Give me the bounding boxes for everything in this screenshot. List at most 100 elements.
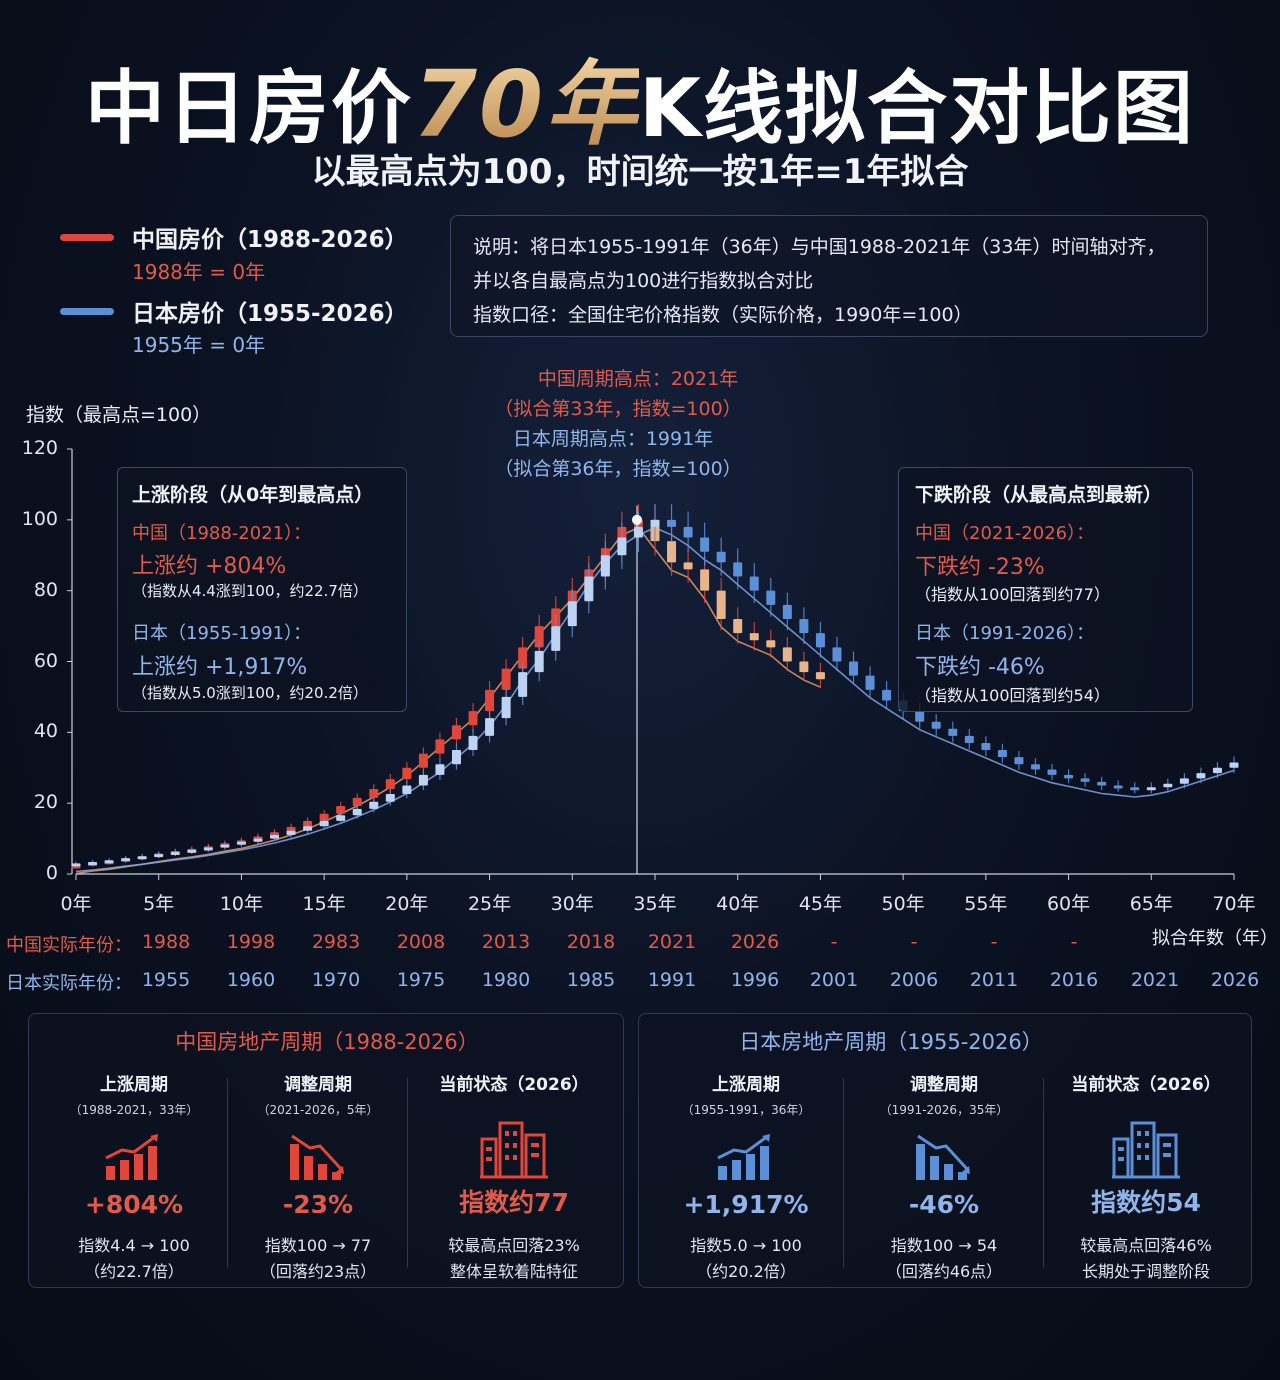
china-candle	[534, 626, 544, 648]
china-candle	[319, 813, 329, 821]
jp-year-label: 2001	[809, 969, 859, 991]
japan-rise-column: 上涨周期 （1955-1991，36年） +1,917% 指数5.0 → 100…	[649, 1070, 843, 1285]
rise-panel-title: 上涨阶段（从0年到最高点）	[132, 484, 374, 506]
china-cycle-card: 中国房地产周期（1988-2026） 上涨周期 （1988-2021，33年） …	[28, 1013, 624, 1288]
japan-candle	[981, 742, 991, 751]
falling-chart-icon	[229, 1130, 407, 1182]
jp-year-label: 1980	[481, 969, 531, 991]
japan-candle	[617, 537, 627, 556]
fall-cn-big: 下跌约 -23%	[915, 555, 1045, 580]
japan-candle	[683, 526, 693, 538]
china-candle	[782, 647, 792, 662]
japan-candle	[650, 519, 660, 527]
fall-jp-head: 日本（1991-2026）：	[915, 623, 1095, 644]
legend-japan-swatch	[60, 308, 114, 315]
note-line-2: 并以各自最高点为100进行指数拟合对比	[473, 270, 814, 292]
china-status-head: 当前状态（2026）	[439, 1075, 589, 1095]
china-candle	[418, 753, 428, 768]
china-candle	[799, 661, 809, 673]
china-adjust-big: -23%	[282, 1190, 354, 1219]
japan-candle	[667, 519, 677, 527]
japan-candle	[187, 849, 197, 853]
china-divider-2	[407, 1078, 408, 1268]
japan-candle	[1080, 778, 1090, 782]
japan-candle	[865, 675, 875, 690]
japan-candle	[501, 696, 511, 719]
china-candle	[667, 541, 677, 563]
jp-year-label: 2021	[1130, 969, 1180, 991]
x-tick-label: 30年	[550, 893, 594, 915]
japan-candle	[336, 815, 346, 821]
jp-year-label: 1996	[730, 969, 780, 991]
page-subtitle: 以最高点为100，时间统一按1年=1年拟合	[311, 152, 969, 192]
japan-candle	[303, 826, 313, 831]
x-tick-label: 35年	[633, 893, 677, 915]
china-candle	[402, 767, 412, 780]
japan-adjust-line-1: 指数100 → 54	[890, 1236, 998, 1255]
peak-china-line-1: 中国周期高点：2021年	[537, 368, 739, 390]
japan-candle	[1229, 762, 1239, 768]
jp-year-label: 1970	[311, 969, 361, 991]
x-tick-label: 40年	[716, 893, 760, 915]
china-candle	[716, 590, 726, 619]
x-tick-label: 60年	[1046, 893, 1091, 915]
japan-adjust-big: -46%	[908, 1190, 980, 1219]
china-status-big: 指数约77	[459, 1188, 569, 1217]
cn-year-label: 2021	[647, 931, 697, 953]
japan-candle	[815, 633, 825, 648]
china-adjust-head: 调整周期	[284, 1075, 352, 1095]
japan-candle	[1146, 787, 1156, 791]
japan-candle	[1113, 785, 1123, 789]
cn-year-label: 1998	[226, 931, 276, 953]
x-tick-label: 25年	[467, 893, 512, 915]
rise-jp-big: 上涨约 +1,917%	[132, 655, 308, 680]
cn-year-label: -	[1070, 931, 1078, 953]
rise-cn-big: 上涨约 +804%	[132, 554, 287, 579]
japan-cycle-card: 日本房地产周期（1955-2026） 上涨周期 （1955-1991，36年） …	[638, 1013, 1252, 1288]
peak-dot	[632, 514, 642, 525]
japan-candle	[766, 590, 776, 605]
japan-candle	[997, 750, 1007, 758]
fall-jp-detail: （指数从100回落到约54）	[915, 686, 1110, 705]
x-tick-label: 50年	[881, 893, 925, 915]
japan-candle	[1179, 778, 1189, 784]
china-status-line-2: 整体呈软着陆特征	[449, 1262, 578, 1281]
jp-year-label: 1991	[647, 969, 697, 991]
china-candle	[683, 562, 693, 570]
japan-candle	[799, 619, 809, 634]
china-candle	[733, 619, 743, 634]
japan-candle	[551, 626, 561, 651]
japan-divider-1	[843, 1078, 844, 1268]
japan-card-title: 日本房地产周期（1955-2026）	[739, 1030, 1043, 1054]
legend: 中国房价（1988-2026） 1988年 = 0年 日本房价（1955-202…	[60, 220, 420, 360]
china-rise-big: +804%	[84, 1190, 184, 1219]
japan-candle	[71, 863, 81, 867]
japan-candle	[882, 689, 892, 701]
japan-candle	[286, 830, 296, 836]
title-highlight: 70年	[412, 51, 640, 158]
japan-candle	[849, 661, 859, 676]
china-candle	[468, 711, 478, 726]
japan-candle	[832, 647, 842, 662]
fall-panel-title: 下跌阶段（从最高点到最新）	[915, 484, 1163, 506]
china-candle	[749, 633, 759, 641]
rise-panel: 上涨阶段（从0年到最高点） 中国（1988-2021）： 上涨约 +804% （…	[117, 467, 407, 712]
china-adjust-line-1: 指数100 → 77	[264, 1236, 372, 1255]
japan-candle	[716, 551, 726, 563]
legend-japan-sub: 1955年 = 0年	[132, 333, 266, 357]
rising-chart-icon	[649, 1130, 843, 1182]
japan-candle	[964, 735, 974, 743]
fall-panel: 下跌阶段（从最高点到最新） 中国（2021-2026）： 下跌约 -23% （指…	[898, 467, 1193, 712]
y-tick-label: 40	[33, 720, 58, 743]
x-tick-label: 15年	[302, 893, 346, 915]
y-tick-label: 0	[45, 862, 58, 884]
japan-rise-line-2: （约20.2倍）	[696, 1262, 796, 1281]
japan-status-line-2: 长期处于调整阶段	[1081, 1262, 1210, 1281]
x-tick-label: 20年	[385, 893, 429, 915]
japan-candle	[1097, 781, 1107, 786]
peak-china-line-2: （拟合第33年，指数=100）	[494, 398, 742, 420]
china-candle	[451, 725, 461, 740]
x-tick-label: 10年	[219, 893, 264, 915]
china-rise-column: 上涨周期 （1988-2021，33年） +804% 指数4.4 → 100 （…	[39, 1070, 229, 1285]
japan-candle	[154, 854, 164, 858]
